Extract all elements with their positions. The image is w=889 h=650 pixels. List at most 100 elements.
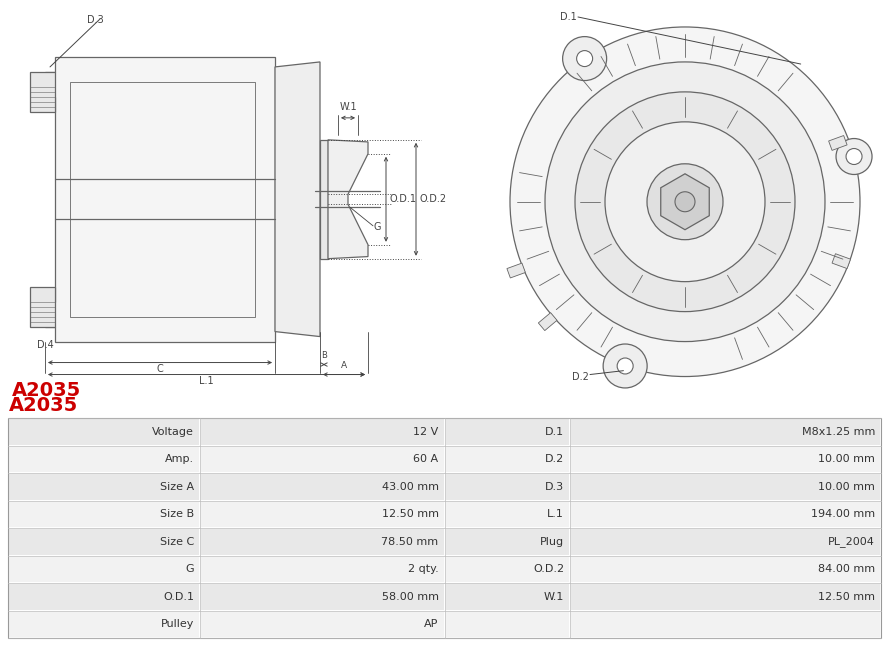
Text: 10.00 mm: 10.00 mm [818,482,875,492]
Text: D.3: D.3 [545,482,565,492]
Circle shape [846,148,862,164]
Text: 78.50 mm: 78.50 mm [381,537,438,547]
Text: W.1: W.1 [340,102,356,112]
Bar [829,136,847,150]
Text: B: B [321,350,327,359]
Bar [200,556,444,583]
Bar [570,583,881,610]
Text: 194.00 mm: 194.00 mm [811,509,875,519]
Polygon shape [661,174,709,229]
Text: Plug: Plug [541,537,565,547]
Bar [200,500,444,528]
Bar [8,528,200,556]
Text: 12.50 mm: 12.50 mm [381,509,438,519]
Text: D.4: D.4 [36,339,53,350]
Bar [444,583,570,610]
Text: M8x1.25 mm: M8x1.25 mm [802,427,875,437]
Bar [832,254,851,268]
Bar [444,445,570,473]
Text: A2035: A2035 [9,396,78,415]
Circle shape [603,344,647,388]
Bar [507,263,525,278]
Text: Size A: Size A [160,482,194,492]
Bar [570,610,881,638]
Bar [444,528,570,556]
Bar [539,313,557,331]
Text: 60 A: 60 A [413,454,438,464]
Text: C: C [156,363,164,374]
Circle shape [617,358,633,374]
Bar [444,556,570,583]
Text: 2 qty.: 2 qty. [408,564,438,574]
Text: A: A [341,361,347,370]
Text: G: G [186,564,194,574]
Text: D.3: D.3 [86,15,103,25]
Circle shape [605,122,765,281]
Text: Amp.: Amp. [165,454,194,464]
Text: AP: AP [424,619,438,629]
Circle shape [575,92,795,311]
Polygon shape [275,62,320,337]
Text: O.D.2: O.D.2 [533,564,565,574]
Text: 58.00 mm: 58.00 mm [381,592,438,602]
Bar [8,418,881,638]
Text: O.D.1: O.D.1 [163,592,194,602]
Bar [200,445,444,473]
Text: D.1: D.1 [545,427,565,437]
Bar [444,418,570,445]
Polygon shape [320,140,328,259]
Bar [570,418,881,445]
Text: Size C: Size C [160,537,194,547]
Bar [8,556,200,583]
Bar [200,610,444,638]
Bar [200,473,444,500]
Text: 12.50 mm: 12.50 mm [818,592,875,602]
Text: A2035: A2035 [12,381,81,400]
Bar [570,500,881,528]
Circle shape [545,62,825,341]
Circle shape [836,138,872,174]
Text: Voltage: Voltage [152,427,194,437]
Polygon shape [328,140,368,259]
Circle shape [563,36,606,81]
Bar [444,500,570,528]
Text: 10.00 mm: 10.00 mm [818,454,875,464]
Bar [570,445,881,473]
Text: Size B: Size B [160,509,194,519]
Bar [8,500,200,528]
Bar [570,473,881,500]
Text: D.2: D.2 [572,372,589,382]
Text: L.1: L.1 [199,376,214,385]
Bar [8,473,200,500]
Bar [200,528,444,556]
Bar [8,418,200,445]
Text: G: G [373,222,380,232]
Circle shape [675,192,695,212]
Bar [570,528,881,556]
Bar [30,287,55,326]
Bar [444,610,570,638]
Text: O.D.2: O.D.2 [419,194,446,204]
Polygon shape [45,57,275,341]
Circle shape [510,27,860,376]
Bar [8,583,200,610]
Text: D.2: D.2 [545,454,565,464]
Bar [8,610,200,638]
Text: 43.00 mm: 43.00 mm [381,482,438,492]
Bar [200,418,444,445]
Circle shape [647,164,723,240]
Circle shape [577,51,593,66]
Text: 12 V: 12 V [413,427,438,437]
Text: W.1: W.1 [544,592,565,602]
Bar [444,473,570,500]
Bar [8,445,200,473]
Text: PL_2004: PL_2004 [829,536,875,547]
Bar [570,556,881,583]
Text: Pulley: Pulley [161,619,194,629]
Bar [200,583,444,610]
Bar [30,72,55,112]
Text: D.1: D.1 [559,12,576,22]
Text: 84.00 mm: 84.00 mm [818,564,875,574]
Text: O.D.1: O.D.1 [389,194,416,204]
Text: L.1: L.1 [548,509,565,519]
